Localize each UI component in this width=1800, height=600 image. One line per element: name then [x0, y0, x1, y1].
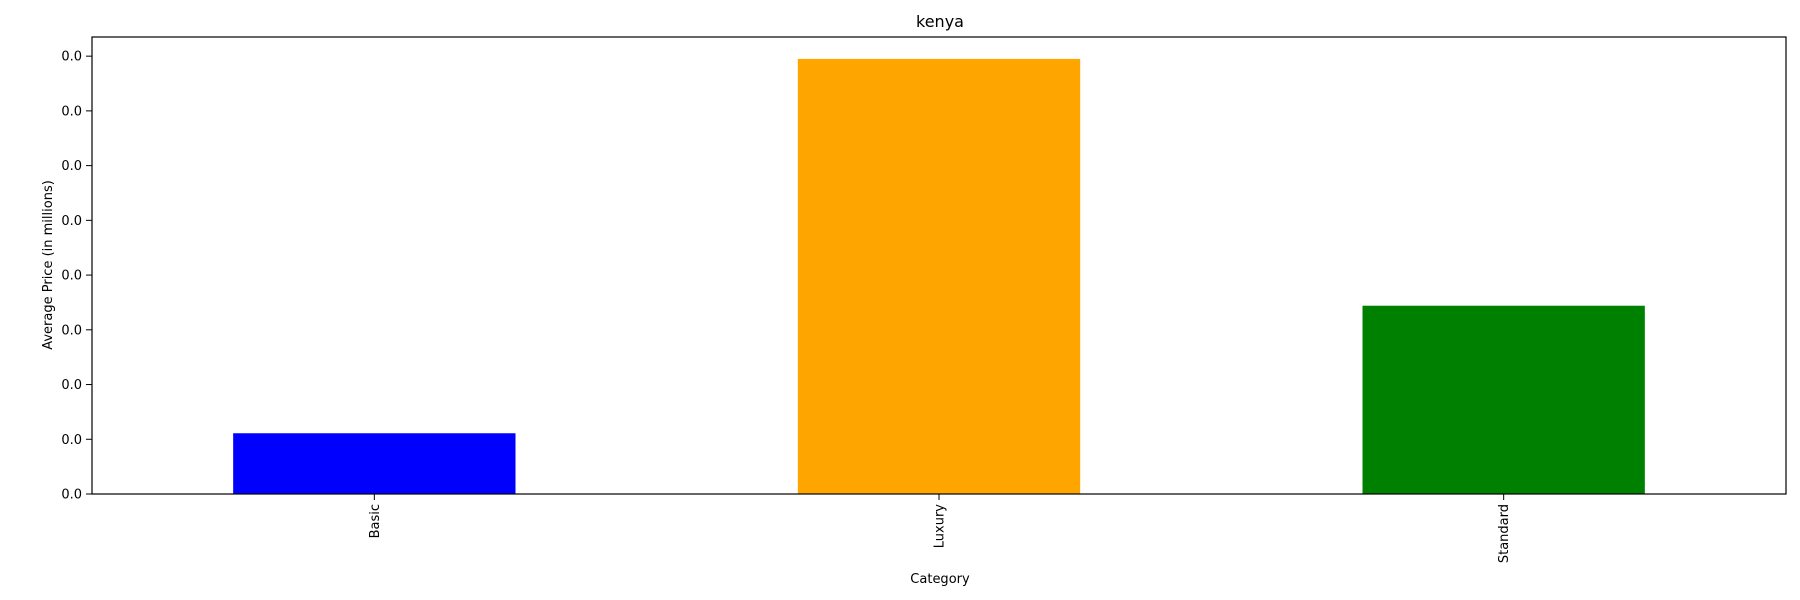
chart-title: kenya — [916, 12, 964, 31]
bars-group — [233, 58, 1645, 495]
bar-standard — [1362, 305, 1645, 494]
y-axis-label: Average Price (in millions) — [41, 180, 56, 350]
y-tick-label: 0.0 — [61, 50, 82, 65]
y-tick-label: 0.0 — [61, 323, 82, 338]
y-tick-label: 0.0 — [61, 488, 82, 503]
bar-basic — [233, 433, 516, 494]
x-tick-label-standard: Standard — [1497, 504, 1512, 563]
y-tick-label: 0.0 — [61, 214, 82, 229]
bar-luxury — [797, 58, 1081, 495]
y-tick-label: 0.0 — [61, 433, 82, 448]
y-axis: 0.0 0.0 0.0 0.0 0.0 0.0 0.0 0.0 0.0 — [61, 50, 92, 503]
y-tick-label: 0.0 — [61, 269, 82, 284]
x-axis: Basic Luxury Standard — [368, 494, 1512, 563]
x-tick-label-luxury: Luxury — [933, 504, 948, 549]
y-tick-label: 0.0 — [61, 159, 82, 174]
y-tick-label: 0.0 — [61, 378, 82, 393]
x-axis-label: Category — [910, 572, 970, 587]
y-tick-label: 0.0 — [61, 104, 82, 119]
x-tick-label-basic: Basic — [368, 504, 383, 538]
